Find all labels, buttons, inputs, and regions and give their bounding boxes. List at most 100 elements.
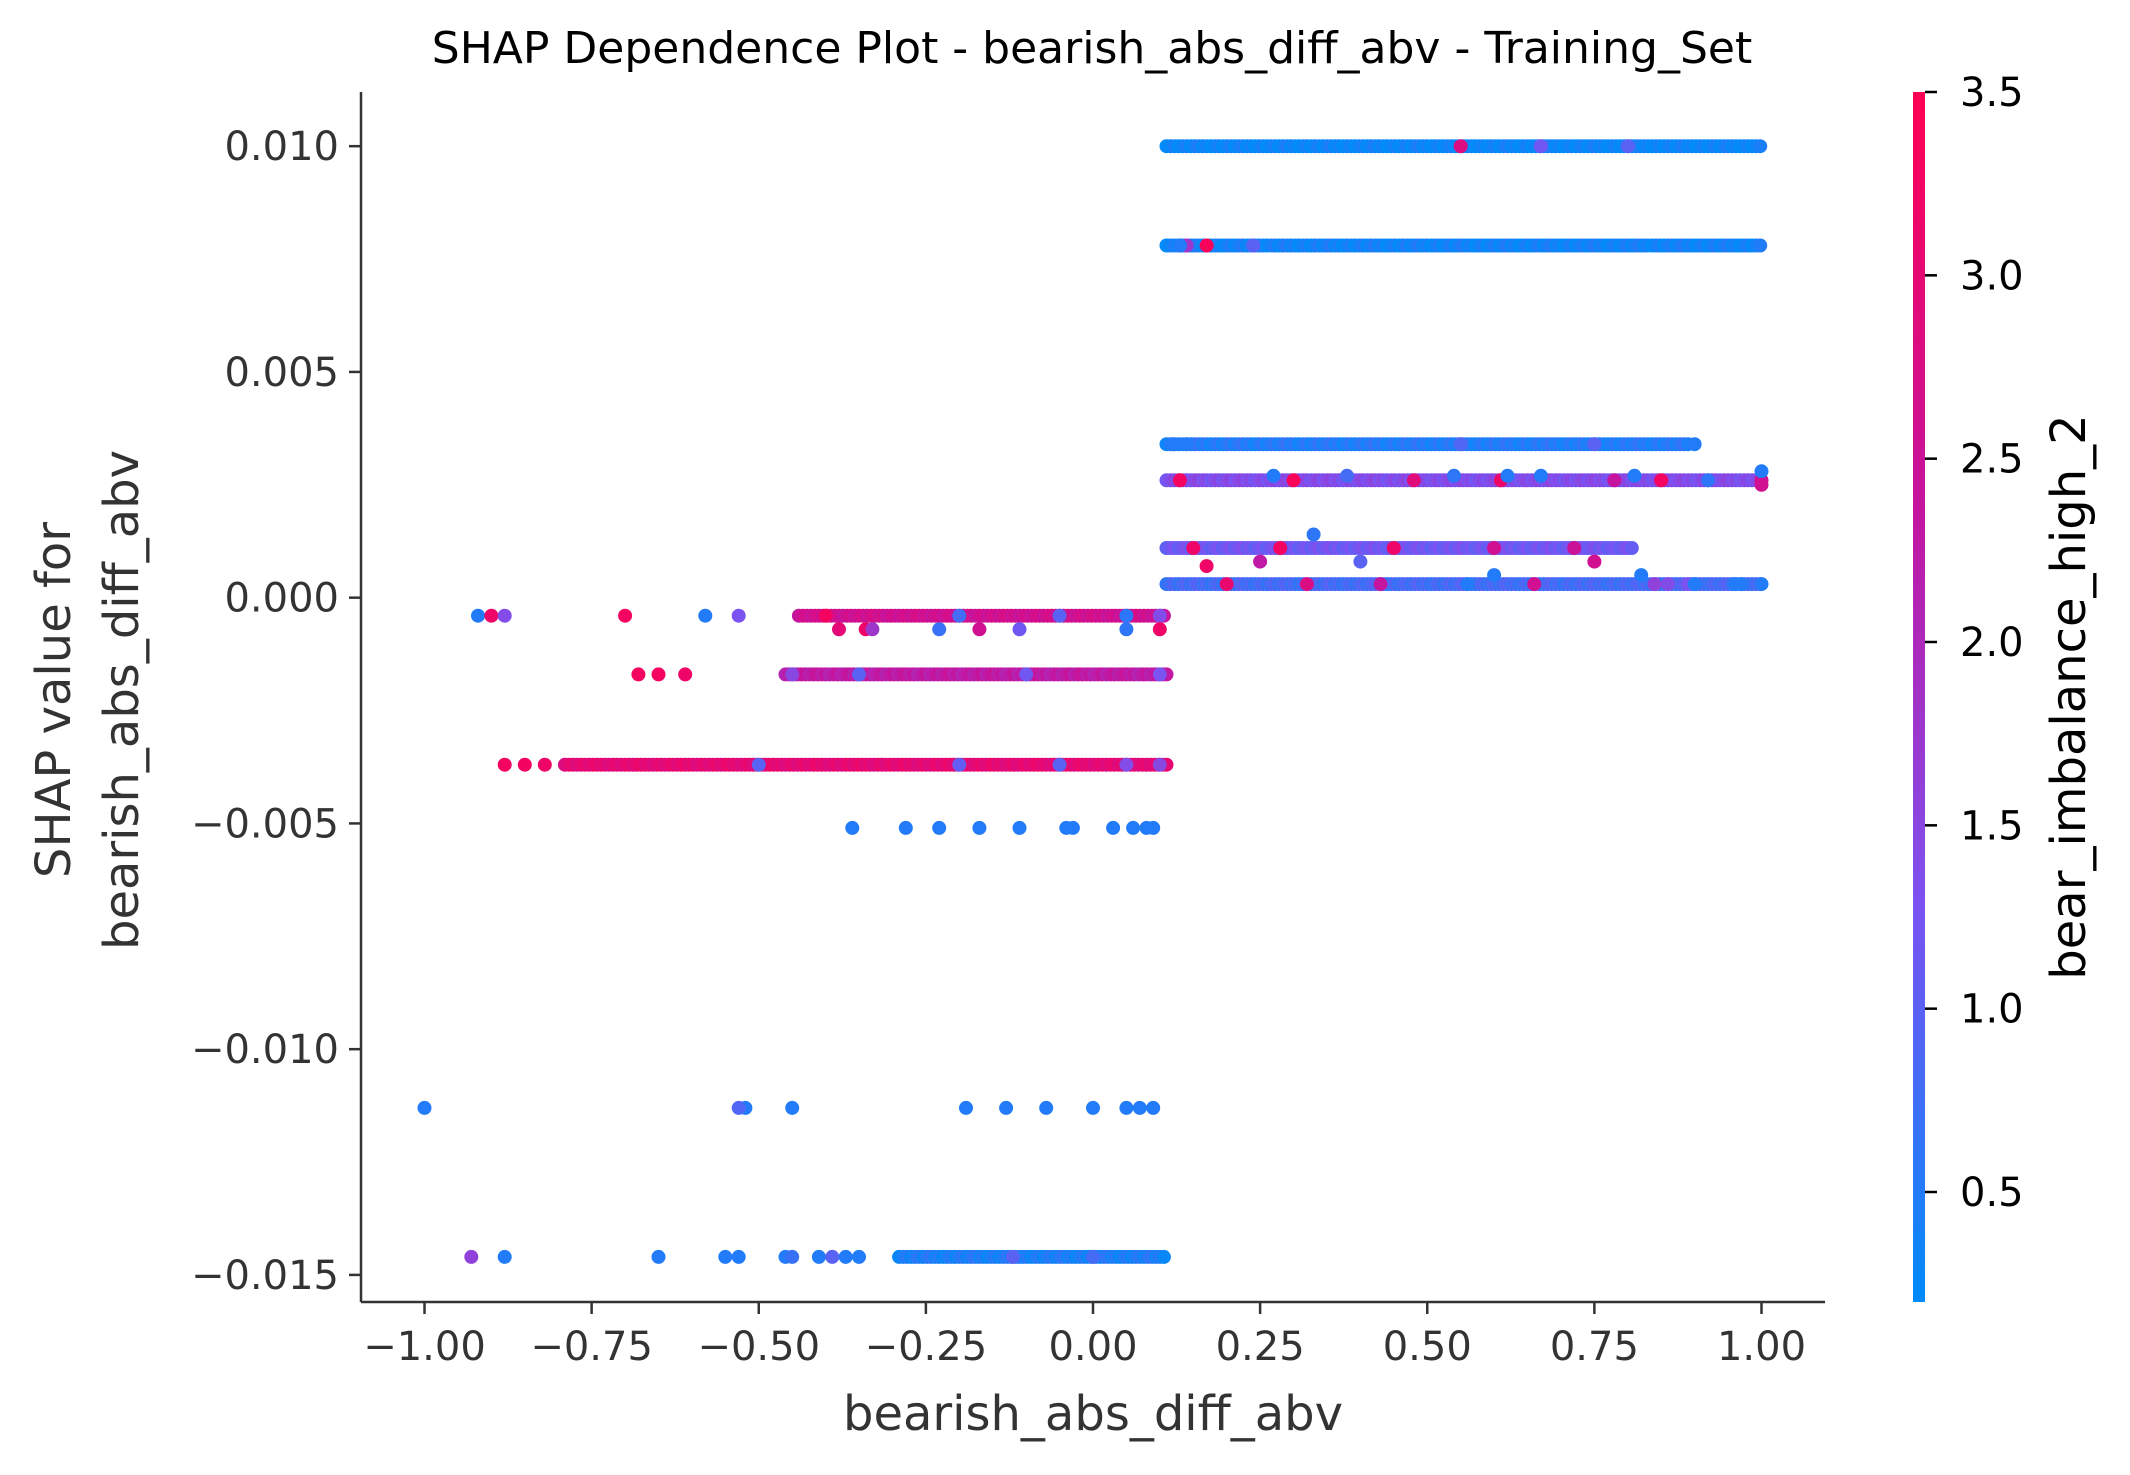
band-accent-point xyxy=(1152,608,1167,623)
data-point xyxy=(1152,622,1167,637)
data-point xyxy=(537,757,552,772)
band-accent-point xyxy=(1386,541,1401,555)
y-axis-label-line-1: SHAP value for xyxy=(26,522,82,878)
data-point xyxy=(972,820,987,835)
data-point xyxy=(825,1249,840,1264)
y-tick-label: −0.010 xyxy=(191,1027,339,1073)
band-accent-point xyxy=(1607,473,1622,488)
data-point xyxy=(832,622,846,637)
data-point xyxy=(1166,437,1181,452)
data-point xyxy=(811,1249,826,1264)
data-point xyxy=(678,667,693,682)
colorbar-tick-label: 2.5 xyxy=(1960,437,2024,483)
y-tick-label: 0.005 xyxy=(224,350,339,396)
band-accent-point xyxy=(1620,139,1635,154)
data-point xyxy=(731,608,746,623)
colorbar: 0.5 1.0 1.5 2.0 2.5 3.0 3.5 bear_imbalance_hig… xyxy=(1913,70,2097,1302)
data-point xyxy=(1306,527,1321,542)
data-point xyxy=(1146,820,1161,835)
scatter-points xyxy=(417,139,1769,1264)
data-point xyxy=(1179,437,1194,452)
band-accent-point xyxy=(1199,238,1214,253)
data-point xyxy=(1687,577,1702,592)
data-point xyxy=(618,608,633,623)
band-accent-point xyxy=(1533,139,1548,154)
data-point xyxy=(932,820,947,835)
band-accent-point xyxy=(1299,577,1314,592)
data-point xyxy=(785,1249,800,1264)
band-accent-point xyxy=(1453,139,1468,154)
x-tick-label: 0.50 xyxy=(1383,1324,1472,1370)
x-tick-label: −0.75 xyxy=(530,1324,653,1370)
data-point xyxy=(959,1100,973,1115)
colorbar-tick-label: 3.5 xyxy=(1960,70,2024,116)
band-accent-point xyxy=(1152,667,1167,682)
band-accent-point xyxy=(1527,577,1542,592)
band-accent-point xyxy=(1119,608,1134,623)
x-tick-label: −0.50 xyxy=(697,1324,820,1370)
data-point xyxy=(1126,820,1141,835)
band-point xyxy=(1156,1249,1171,1264)
band-accent-point xyxy=(1152,757,1167,772)
chart-title: SHAP Dependence Plot - bearish_abs_diff_… xyxy=(432,23,1752,74)
data-point xyxy=(1533,468,1548,483)
band-accent-point xyxy=(852,667,866,682)
data-point xyxy=(651,667,666,682)
data-point xyxy=(852,1249,866,1264)
data-point xyxy=(1687,437,1702,452)
colorbar-tick-label: 0.5 xyxy=(1960,1170,2024,1216)
x-tick-label: 1.00 xyxy=(1717,1324,1806,1370)
band-point xyxy=(1753,139,1768,154)
data-point xyxy=(1353,554,1368,569)
data-point xyxy=(471,608,485,623)
data-point xyxy=(1754,477,1769,492)
data-point xyxy=(838,1249,853,1264)
x-tick-label: −0.25 xyxy=(865,1324,988,1370)
data-point xyxy=(818,608,833,623)
data-point xyxy=(1734,577,1749,592)
data-point xyxy=(999,1100,1014,1115)
data-point xyxy=(1012,622,1027,637)
band-accent-point xyxy=(952,757,967,772)
y-tick-label: 0.000 xyxy=(224,576,339,622)
data-point xyxy=(898,820,913,835)
band-accent-point xyxy=(785,667,800,682)
data-point xyxy=(1487,568,1502,583)
data-point xyxy=(1199,559,1214,574)
data-point xyxy=(1701,473,1715,488)
colorbar-label: bear_imbalance_high_2 xyxy=(2041,414,2097,979)
data-point xyxy=(1447,468,1461,483)
data-point xyxy=(1119,1100,1134,1115)
band-accent-point xyxy=(1246,238,1261,253)
colorbar-tick-label: 2.0 xyxy=(1960,620,2024,666)
band-accent-point xyxy=(1172,473,1187,488)
data-point xyxy=(517,757,532,772)
data-point xyxy=(1012,820,1027,835)
x-axis-label: bearish_abs_diff_abv xyxy=(843,1386,1343,1442)
band-accent-point xyxy=(952,608,967,623)
band-accent-point xyxy=(1567,541,1582,555)
band-accent-point xyxy=(1406,473,1421,488)
data-point xyxy=(1634,568,1649,583)
band-accent-point xyxy=(1219,577,1234,592)
band-accent-point xyxy=(1052,757,1067,772)
data-point xyxy=(484,608,499,623)
data-point xyxy=(497,608,512,623)
data-point xyxy=(731,1100,746,1115)
data-point xyxy=(1266,468,1281,483)
band-accent-point xyxy=(751,757,766,772)
x-tick-label: −1.00 xyxy=(363,1324,486,1370)
data-point xyxy=(731,1249,746,1264)
band-accent-point xyxy=(1086,1249,1100,1264)
band-accent-point xyxy=(1005,1249,1020,1264)
data-point xyxy=(464,1249,479,1264)
data-point xyxy=(1500,468,1515,483)
band-point xyxy=(1624,541,1639,555)
data-point xyxy=(1086,1100,1100,1115)
y-axis-ticks: 0.010 0.005 0.000 −0.005 −0.010 −0.015 xyxy=(191,124,361,1299)
colorbar-tick-label: 1.0 xyxy=(1960,987,2024,1033)
data-point xyxy=(417,1100,432,1115)
band-accent-point xyxy=(1119,757,1134,772)
